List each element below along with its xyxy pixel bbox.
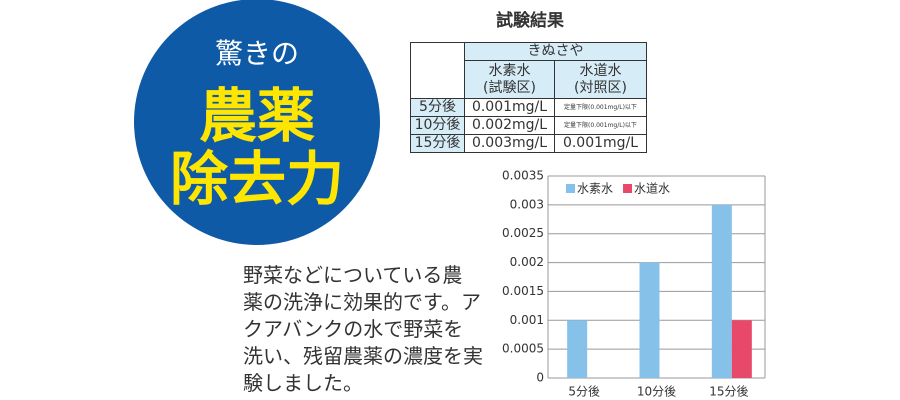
- badge-line2: 農薬: [199, 82, 315, 150]
- description-line: 洗い、残留農薬の濃度を実: [243, 344, 483, 368]
- x-tick-label: 5分後: [568, 385, 600, 399]
- badge-line1: 驚きの: [215, 37, 299, 70]
- cell: 0.001mg/L: [464, 98, 555, 117]
- column-header: 水道水 (対照区): [554, 60, 647, 99]
- description-line: 野菜などについている農: [243, 263, 463, 287]
- row-header: 5分後: [410, 98, 465, 117]
- cell: 0.002mg/L: [464, 116, 555, 135]
- description-line: クアバンクの水で野菜を: [243, 317, 464, 341]
- column-header: 水素水 (試験区): [464, 60, 555, 99]
- y-tick-label: 0.0025: [502, 226, 544, 240]
- row-header: 15分後: [410, 134, 465, 153]
- legend-swatch: [566, 184, 575, 193]
- legend-label: 水道水: [634, 182, 670, 196]
- cell: 0.001mg/L: [554, 134, 647, 153]
- y-tick-label: 0.001: [510, 313, 544, 327]
- y-tick-label: 0.0035: [502, 169, 544, 183]
- badge-line3: 除去力: [170, 145, 344, 213]
- table-title: 試験結果: [496, 11, 564, 31]
- badge: 驚きの 農薬 除去力: [134, 0, 380, 245]
- legend-label: 水素水: [577, 182, 613, 196]
- y-tick-label: 0.0005: [502, 342, 544, 356]
- y-tick-label: 0.002: [510, 255, 544, 269]
- cell: 0.003mg/L: [464, 134, 555, 153]
- blank-cell: [410, 42, 465, 99]
- x-tick-label: 10分後: [637, 385, 676, 399]
- y-tick-label: 0.003: [510, 197, 544, 211]
- y-tick-label: 0.0015: [502, 284, 544, 298]
- row-header: 10分後: [410, 116, 465, 135]
- bar: [639, 262, 660, 378]
- bar: [711, 204, 732, 378]
- bar: [567, 320, 588, 378]
- x-tick-label: 15分後: [709, 385, 748, 399]
- description-line: 験しました。: [243, 371, 363, 395]
- table-header: きぬさや: [464, 42, 647, 61]
- y-tick-label: 0: [536, 371, 544, 385]
- description-line: 薬の洗浄に効果的です。ア: [243, 290, 481, 314]
- badge-circle: [134, 0, 380, 245]
- legend-swatch: [623, 184, 633, 193]
- cell: 定量下限(0.001mg/L)以下: [554, 98, 647, 117]
- description: 野菜などについている農 薬の洗浄に効果的です。ア クアバンクの水で野菜を 洗い、残留農…: [243, 262, 483, 397]
- result-table: きぬさや 水素水 (試験区) 水道水 (対照区) 5分後 0.001mg/L 定量下限…: [410, 42, 647, 153]
- cell: 定量下限(0.001mg/L)以下: [554, 116, 647, 135]
- bar: [731, 320, 752, 378]
